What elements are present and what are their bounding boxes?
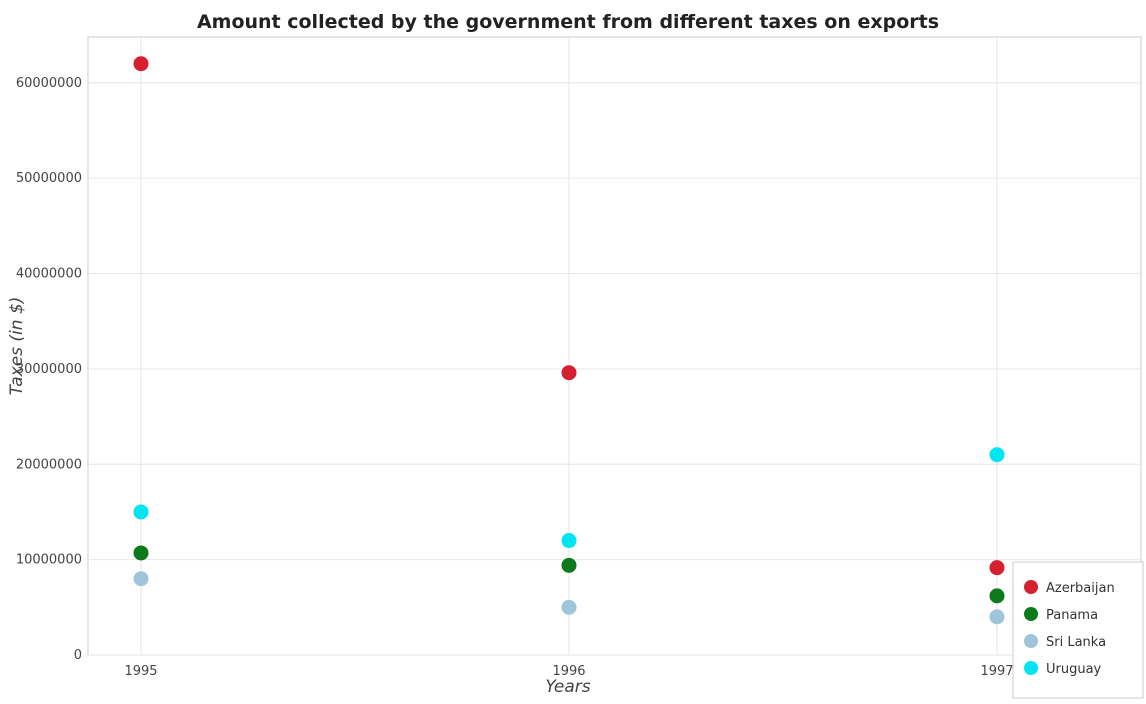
y-tick-label: 10000000: [16, 553, 82, 568]
x-tick-label: 1996: [552, 664, 585, 679]
data-point-azerbaijan: [561, 365, 577, 381]
data-point-sri-lanka: [133, 571, 149, 587]
y-tick-label: 20000000: [16, 457, 82, 472]
x-tick-label: 1995: [124, 664, 157, 679]
data-point-panama: [989, 588, 1005, 604]
x-tick-label: 1997: [980, 664, 1013, 679]
legend-marker: [1024, 661, 1038, 675]
data-point-uruguay: [133, 504, 149, 520]
chart-title: Amount collected by the government from …: [197, 11, 939, 33]
legend-marker: [1024, 580, 1038, 594]
y-tick-label: 50000000: [16, 171, 82, 186]
data-point-sri-lanka: [989, 609, 1005, 625]
data-point-panama: [133, 545, 149, 561]
x-axis-label: Years: [545, 677, 590, 697]
legend-label: Uruguay: [1046, 662, 1102, 677]
data-point-azerbaijan: [989, 560, 1005, 576]
data-point-azerbaijan: [133, 56, 149, 72]
y-tick-label: 0: [74, 648, 82, 663]
y-axis-label: Taxes (in $): [7, 297, 27, 396]
data-point-uruguay: [989, 447, 1005, 463]
legend: Azerbaijan Panama Sri Lanka Uruguay: [1012, 561, 1144, 699]
data-point-panama: [561, 557, 577, 573]
plot-area: [87, 36, 1142, 656]
data-point-sri-lanka: [561, 599, 577, 615]
gridlines: [88, 37, 1141, 656]
legend-label: Panama: [1046, 608, 1098, 623]
data-point-uruguay: [561, 533, 577, 549]
y-tick-label: 60000000: [16, 76, 82, 91]
y-tick-label: 30000000: [16, 362, 82, 377]
y-axis-ticks: 0 10000000 20000000 30000000 40000000 5000000…: [16, 76, 82, 663]
y-tick-label: 40000000: [16, 267, 82, 282]
x-axis-ticks: 1995 1996 1997: [124, 664, 1013, 679]
legend-marker: [1024, 634, 1038, 648]
legend-label: Sri Lanka: [1046, 635, 1106, 650]
legend-marker: [1024, 607, 1038, 621]
legend-label: Azerbaijan: [1046, 581, 1115, 596]
data-points: [133, 56, 1005, 625]
